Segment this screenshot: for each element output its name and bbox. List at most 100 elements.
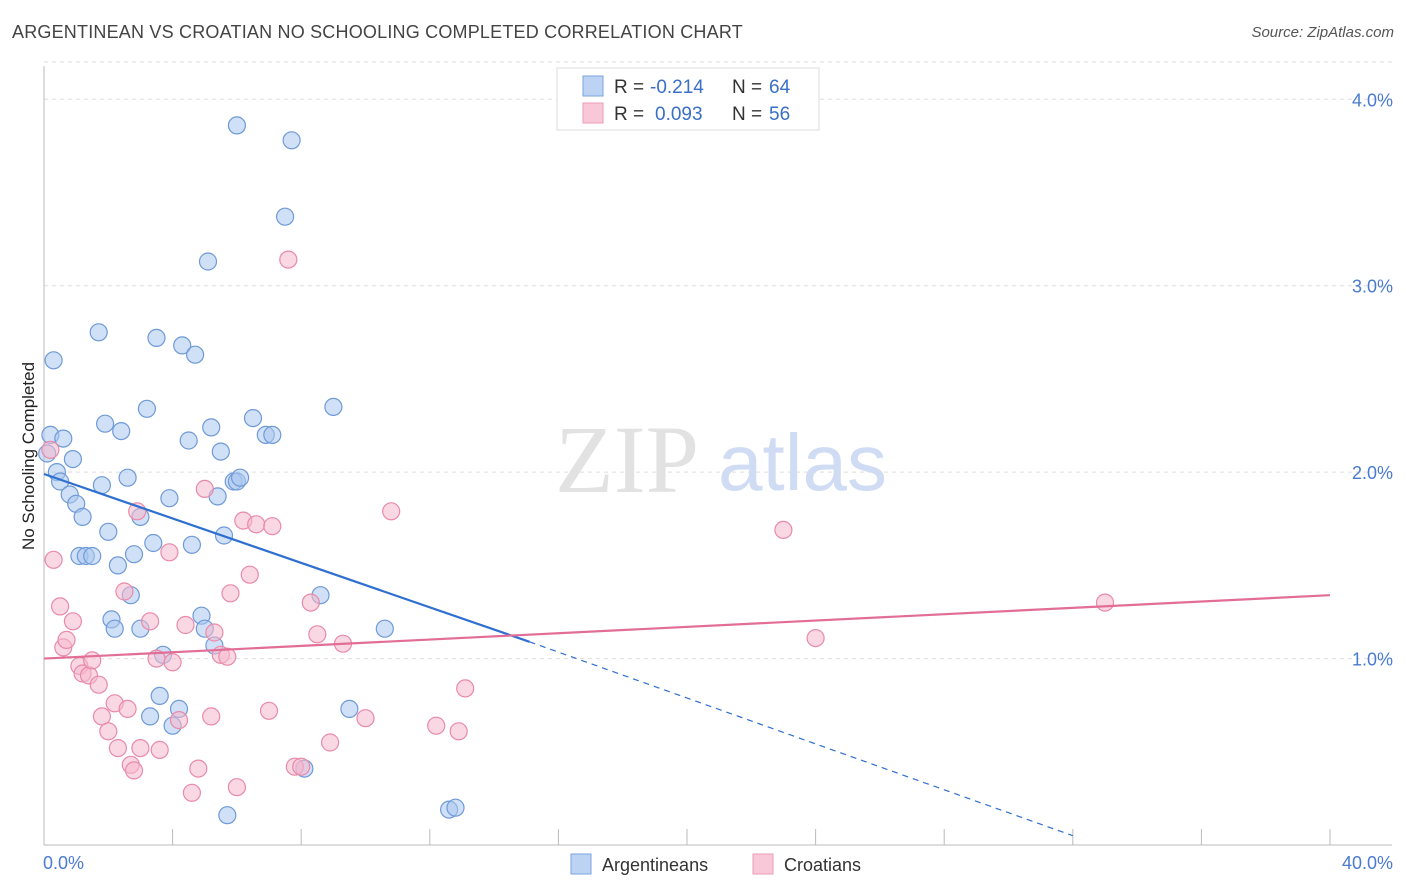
argentinean-point-58 <box>324 397 343 416</box>
argentinean-point-20 <box>112 422 131 441</box>
argentinean-point-23 <box>124 545 144 564</box>
croatian-point-38 <box>240 565 259 584</box>
bottom-legend-swatch-argentineans <box>570 853 592 875</box>
croatian-point-49 <box>356 709 375 728</box>
croatian-point-5 <box>63 612 83 631</box>
argentinean-point-29 <box>147 328 166 347</box>
croatian-point-29 <box>189 759 208 778</box>
croatian-point-4 <box>57 630 76 650</box>
argentinean-point-51 <box>243 409 263 428</box>
croatian-point-32 <box>205 623 224 642</box>
trendline-argentineans <box>43 472 530 643</box>
argentinean-point-19 <box>108 556 128 575</box>
argentinean-point-15 <box>95 414 115 433</box>
source-credit: Source: ZipAtlas.com <box>1251 24 1394 41</box>
trendline-croatians <box>43 594 1331 660</box>
argentinean-point-27 <box>141 707 160 726</box>
croatian-point-12 <box>99 722 118 741</box>
croatian-point-24 <box>160 543 179 562</box>
croatian-point-23 <box>150 740 169 760</box>
croatian-point-54 <box>774 520 793 540</box>
croatian-point-30 <box>195 479 214 498</box>
argentinean-point-10 <box>73 507 92 527</box>
croatian-point-31 <box>202 707 221 726</box>
tick-labels: 1.0% 2.0% 3.0% 4.0% 0.0% 40.0% <box>43 90 1393 873</box>
croatian-point-47 <box>321 733 340 752</box>
croatian-point-56 <box>1095 593 1115 612</box>
croatian-point-50 <box>382 502 401 521</box>
croatian-point-55 <box>806 628 825 648</box>
argentinean-point-53 <box>263 425 282 444</box>
argentinean-point-35 <box>173 336 192 355</box>
croatian-point-39 <box>247 515 266 534</box>
argentinean-point-38 <box>186 345 205 364</box>
argentinean-point-59 <box>340 699 359 719</box>
legend-n-label-1: N = <box>732 77 762 98</box>
argentinean-point-63 <box>227 116 246 135</box>
watermark: ZIP atlas <box>555 406 887 513</box>
croatian-point-36 <box>227 778 246 797</box>
croatian-point-27 <box>176 615 195 635</box>
series-croatians <box>41 250 1115 802</box>
croatian-point-25 <box>163 653 182 672</box>
trendline-argentineans-extension <box>529 641 1074 837</box>
croatian-point-16 <box>118 699 137 719</box>
legend-r-value-1: -0.214 <box>650 77 704 98</box>
argentinean-point-13 <box>89 323 108 342</box>
croatian-point-44 <box>292 757 311 776</box>
croatian-point-41 <box>263 517 282 536</box>
argentinean-point-60 <box>375 619 394 638</box>
argentinean-point-2 <box>44 351 63 370</box>
y-tick-label-1: 2.0% <box>1352 463 1393 483</box>
croatian-point-52 <box>449 722 468 741</box>
watermark-zip: ZIP <box>555 406 699 513</box>
legend-r-label-1: R = <box>614 77 644 98</box>
argentinean-point-21 <box>118 468 137 487</box>
argentinean-point-42 <box>202 418 221 437</box>
argentinean-point-55 <box>282 131 301 150</box>
croatian-point-40 <box>259 701 279 720</box>
croatian-point-26 <box>169 710 189 730</box>
x-tick-label-min: 0.0% <box>43 853 84 873</box>
argentinean-point-16 <box>99 522 118 541</box>
croatian-point-21 <box>141 612 160 631</box>
argentinean-point-50 <box>231 468 250 487</box>
legend: R = -0.214 N = 64 R = 0.093 N = 56 <box>556 67 820 131</box>
legend-n-value-1: 64 <box>769 77 791 98</box>
croatian-point-14 <box>108 738 128 758</box>
argentinean-point-36 <box>179 431 198 450</box>
legend-n-value-2: 56 <box>769 104 790 125</box>
croatian-point-10 <box>89 675 108 694</box>
argentinean-point-30 <box>150 686 169 706</box>
croatian-point-2 <box>50 597 70 616</box>
argentinean-point-32 <box>160 489 179 508</box>
croatian-point-53 <box>456 679 475 698</box>
argentinean-point-45 <box>211 442 230 461</box>
argentinean-point-12 <box>83 546 102 566</box>
croatian-point-9 <box>83 651 102 670</box>
croatian-point-1 <box>44 550 63 569</box>
argentinean-point-41 <box>198 252 218 271</box>
argentinean-point-28 <box>144 533 163 553</box>
argentinean-point-37 <box>182 535 201 554</box>
croatian-point-42 <box>279 250 298 269</box>
argentinean-point-7 <box>63 450 83 469</box>
argentinean-point-62 <box>446 798 465 817</box>
croatian-point-35 <box>221 584 240 603</box>
legend-swatch-blue <box>582 75 604 97</box>
argentinean-point-18 <box>105 619 124 638</box>
watermark-atlas: atlas <box>718 418 887 507</box>
bottom-legend-argentineans: Argentineans <box>602 855 708 875</box>
argentinean-point-47 <box>218 806 237 825</box>
chart-title: ARGENTINEAN VS CROATIAN NO SCHOOLING COM… <box>12 22 743 42</box>
argentinean-point-54 <box>276 207 295 226</box>
legend-r-label-2: R = <box>614 104 644 125</box>
croatian-point-18 <box>124 761 144 780</box>
x-tick-label-max: 40.0% <box>1342 853 1393 873</box>
croatian-point-0 <box>41 440 60 459</box>
croatian-point-46 <box>308 625 327 644</box>
croatian-point-45 <box>301 593 320 612</box>
y-tick-label-3: 4.0% <box>1352 90 1393 110</box>
croatian-point-34 <box>218 647 237 666</box>
